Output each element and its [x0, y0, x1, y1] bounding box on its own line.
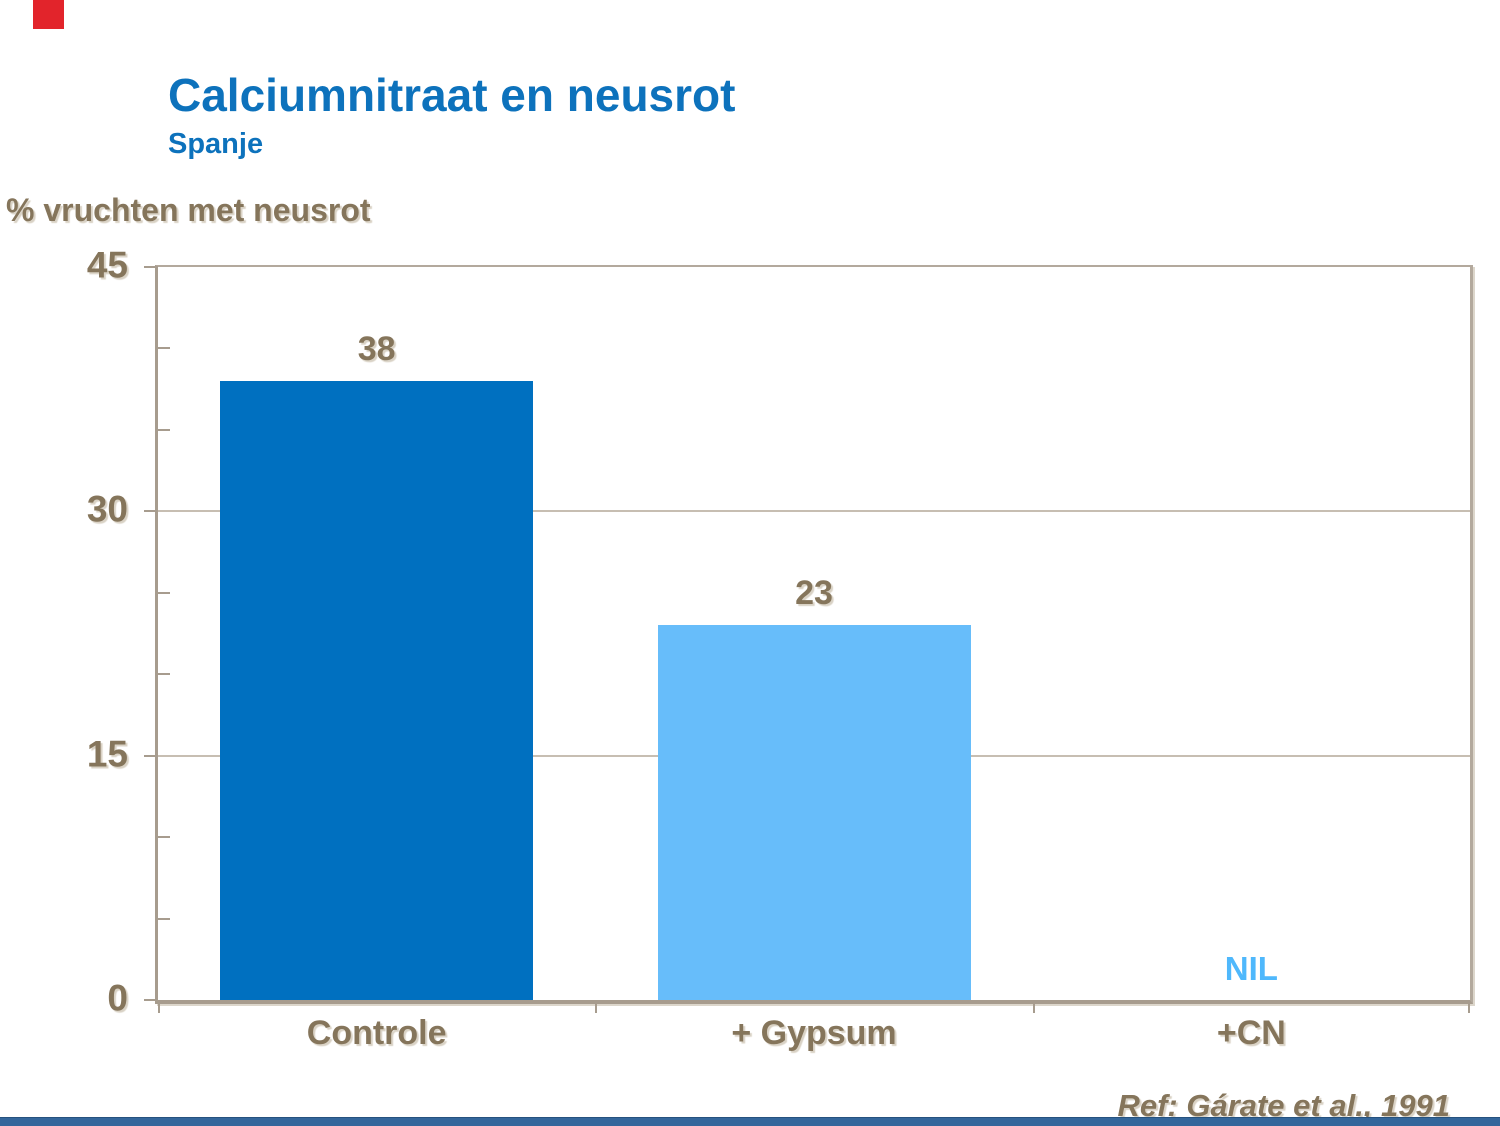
y-axis-title: % vruchten met neusrot [6, 192, 371, 228]
x-category-label: +CN [1216, 1014, 1286, 1052]
plot-area: 38 23 NIL [155, 265, 1473, 1013]
y-tick-label: 15 [86, 733, 128, 775]
y-minor-tick-5 [158, 917, 170, 920]
y-major-tick-30 [144, 510, 158, 513]
x-category-label: Controle [306, 1014, 447, 1052]
y-minor-tick-10 [158, 836, 170, 839]
x-axis-tick [595, 1000, 597, 1013]
bar-controle [220, 381, 534, 1000]
y-tick-label: 45 [86, 244, 128, 286]
y-minor-tick-35 [158, 428, 170, 431]
x-axis-tick [158, 1000, 160, 1013]
y-major-tick-45 [144, 266, 158, 268]
y-minor-tick-20 [158, 673, 170, 676]
y-tick-label: 0 [107, 977, 128, 1019]
y-tick-label: 30 [86, 489, 128, 531]
y-minor-tick-40 [158, 347, 170, 350]
nil-label: NIL [1224, 950, 1278, 987]
y-minor-tick-25 [158, 591, 170, 594]
y-major-tick-15 [144, 754, 158, 757]
y-major-tick-0 [144, 999, 158, 1001]
x-axis-tick [1033, 1000, 1035, 1013]
footer-accent-bar [0, 1117, 1500, 1126]
slide-title: Calciumnitraat en neusrot [168, 69, 736, 121]
x-axis-tick [1468, 1000, 1470, 1013]
x-category-label: + Gypsum [731, 1014, 897, 1052]
bar-gypsum [657, 625, 971, 1000]
brand-red-square [33, 0, 64, 29]
gridline-30 [158, 510, 1470, 513]
bar-value-label: 38 [357, 330, 396, 369]
slide-subtitle: Spanje [168, 128, 264, 160]
bar-value-label: 23 [795, 574, 833, 613]
